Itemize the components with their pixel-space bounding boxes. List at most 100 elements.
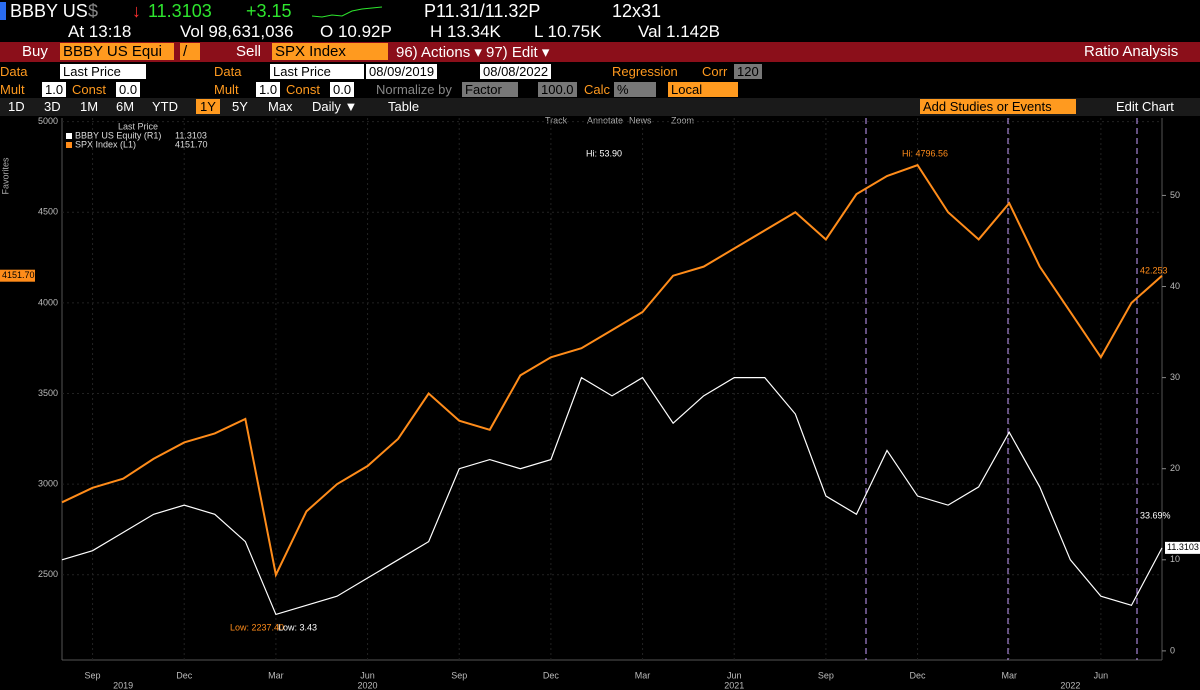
period[interactable]: 1D bbox=[8, 99, 25, 114]
period[interactable]: 3D bbox=[44, 99, 61, 114]
label[interactable]: Corr bbox=[702, 64, 728, 79]
favorites: Favorites bbox=[0, 157, 10, 195]
studies[interactable]: Add Studies or Events bbox=[920, 99, 1076, 114]
edit-chart[interactable]: Edit Chart bbox=[1116, 99, 1174, 114]
x-tick-label: Mar bbox=[1001, 670, 1017, 680]
legend-value: 4151.70 bbox=[175, 139, 208, 149]
period-row: Add Studies or Events Edit Chart 1D 3D 1M 6… bbox=[0, 98, 1200, 116]
last-value-box bbox=[0, 269, 35, 282]
period[interactable]: YTD bbox=[152, 99, 178, 114]
x-tick-label: Jun bbox=[360, 670, 375, 680]
x-tick-label: Jun bbox=[727, 670, 742, 680]
buy[interactable]: Buy bbox=[22, 43, 48, 60]
y2-tick-label: 50 bbox=[1170, 190, 1180, 200]
annotation: Hi: 4796.56 bbox=[902, 148, 948, 158]
volume: Vol 98,631,036 bbox=[180, 22, 294, 41]
corr-value[interactable]: 120 bbox=[734, 64, 762, 79]
y-tick-label: 3500 bbox=[38, 388, 58, 398]
value: Val 1.142B bbox=[638, 22, 720, 41]
actions[interactable]: 96) Actions ▾ bbox=[396, 44, 482, 61]
edit[interactable]: 97) Edit ▾ bbox=[486, 44, 550, 61]
command-bar: Buy BBBY US Equi / Sell SPX Index 96) Ac… bbox=[0, 42, 1200, 62]
annotation: Hi: 53.90 bbox=[586, 148, 622, 158]
chart-bg bbox=[0, 116, 1200, 690]
label[interactable]: Regression bbox=[612, 64, 678, 79]
period[interactable]: 1M bbox=[80, 99, 99, 114]
legend-swatch bbox=[66, 142, 72, 148]
sell[interactable]: Sell bbox=[236, 43, 262, 60]
year-label: 2020 bbox=[358, 680, 378, 690]
label: Calc bbox=[584, 82, 611, 97]
period[interactable]: Max bbox=[268, 99, 293, 114]
marker bbox=[0, 2, 6, 20]
label: Const bbox=[72, 82, 106, 97]
x-tick-label: Jun bbox=[1094, 670, 1109, 680]
label: Const bbox=[286, 82, 320, 97]
x-tick-label: Mar bbox=[635, 670, 651, 680]
y2-tick-label: 20 bbox=[1170, 463, 1180, 473]
size: 12x31 bbox=[612, 1, 662, 21]
field[interactable]: Last Price bbox=[270, 64, 364, 79]
year-label: 2021 bbox=[724, 680, 744, 690]
x-tick-label: Sep bbox=[818, 670, 834, 680]
legend-value: 11.3103 bbox=[175, 130, 207, 140]
label: Data bbox=[214, 64, 242, 79]
annotation: Low: 3.43 bbox=[278, 622, 317, 632]
chart-tool: Track bbox=[545, 116, 568, 125]
change: +3.15 bbox=[246, 1, 292, 21]
field[interactable]: Last Price bbox=[60, 64, 146, 79]
series-line bbox=[61, 163, 1163, 578]
y-tick-label: 3000 bbox=[38, 479, 58, 489]
y-tick-label: 2500 bbox=[38, 569, 58, 579]
label[interactable]: Normalize by bbox=[376, 82, 452, 97]
sell-security[interactable]: SPX Index bbox=[272, 43, 388, 60]
x-tick-label: Sep bbox=[451, 670, 467, 680]
label: Mult bbox=[214, 82, 239, 97]
chart: Favorites Track Annotate News Zoom 2500 3000 3… bbox=[0, 116, 1200, 690]
start-date[interactable]: 08/09/2019 bbox=[366, 64, 438, 79]
input[interactable]: Local bbox=[668, 82, 738, 97]
chart-tool: Annotate bbox=[587, 116, 623, 125]
high: H 13.34K bbox=[430, 22, 501, 41]
last-value-label: 4151.70 bbox=[2, 270, 35, 280]
last-value-box bbox=[1165, 541, 1200, 554]
function-name: Ratio Analysis bbox=[1084, 43, 1179, 60]
legend-swatch bbox=[66, 133, 72, 139]
series-line bbox=[61, 376, 1163, 616]
stats-row: At 13:18 Vol 98,631,036 O 10.92P H 13.34… bbox=[0, 22, 1200, 42]
quote-row: BBBY US $ ↓ 11.3103 +3.15 P11.31/11.32P … bbox=[0, 0, 1200, 22]
input[interactable]: 100.0 bbox=[538, 82, 577, 97]
period[interactable]: 5Y bbox=[232, 99, 248, 114]
separator[interactable]: / bbox=[180, 43, 200, 60]
y2-tick-label: 0 bbox=[1170, 645, 1175, 655]
period[interactable]: Table bbox=[388, 99, 420, 114]
period[interactable]: 1Y bbox=[196, 99, 220, 114]
input[interactable]: % bbox=[614, 82, 656, 97]
input[interactable]: 1.0 bbox=[256, 82, 281, 97]
input[interactable]: 1.0 bbox=[42, 82, 67, 97]
period[interactable]: Daily ▼ bbox=[312, 99, 358, 114]
chart-tool: News bbox=[629, 116, 652, 125]
input[interactable]: 0.0 bbox=[116, 82, 141, 97]
end-date[interactable]: 08/08/2022 bbox=[480, 64, 552, 79]
y2-tick-label: 40 bbox=[1170, 281, 1180, 291]
ticker: BBBY US bbox=[10, 1, 88, 21]
price: 11.3103 bbox=[148, 1, 212, 21]
input[interactable]: 0.0 bbox=[330, 82, 355, 97]
currency: $ bbox=[88, 1, 99, 21]
legend-name: SPX Index (L1) bbox=[75, 139, 136, 149]
bid-ask: P11.31/11.32P bbox=[424, 1, 541, 21]
x-tick-label: Mar bbox=[268, 670, 284, 680]
buy-security[interactable]: BBBY US Equi bbox=[60, 43, 174, 60]
year-label: 2022 bbox=[1060, 680, 1080, 690]
x-tick-label: Dec bbox=[176, 670, 193, 680]
y-tick-label: 4500 bbox=[38, 207, 58, 217]
settings-row-2: Mult 1.0 Const 0.0 Mult 1.0 Const 0.0 No… bbox=[0, 81, 1200, 98]
arrow: ↓ bbox=[132, 1, 141, 21]
year-label: 2019 bbox=[113, 680, 133, 690]
period[interactable]: 6M bbox=[116, 99, 135, 114]
annotation: Low: 2237.40 bbox=[230, 622, 284, 632]
input[interactable]: Factor bbox=[462, 82, 518, 97]
chart-tool: Zoom bbox=[671, 116, 694, 125]
